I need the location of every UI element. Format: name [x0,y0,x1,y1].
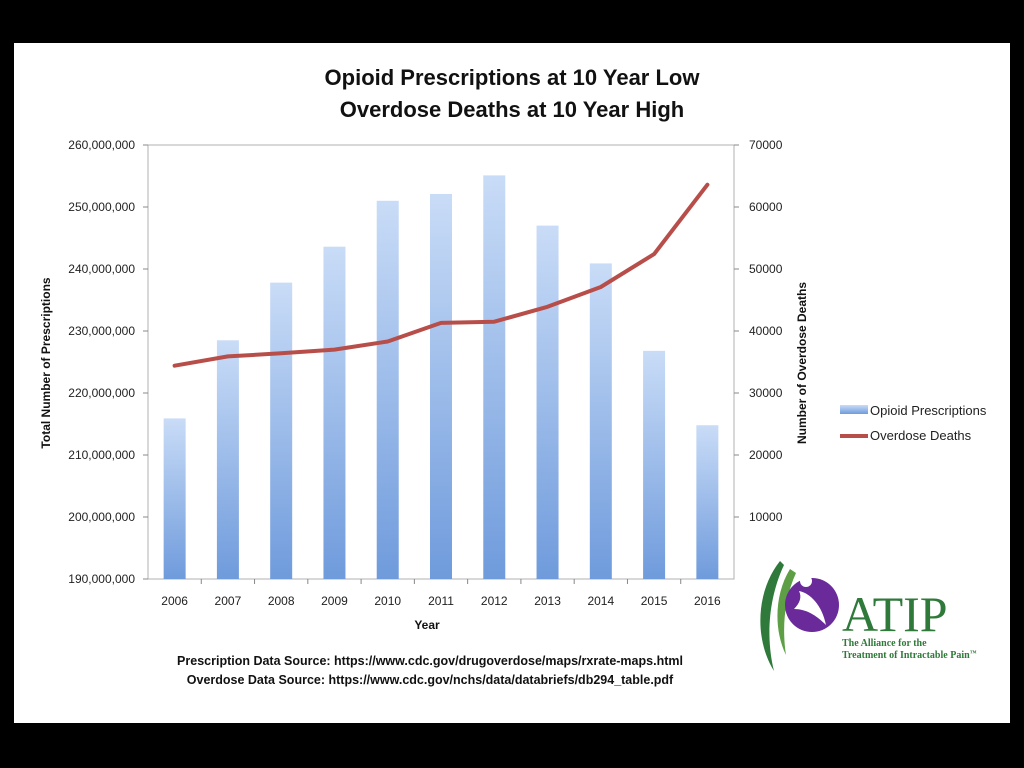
left-tick-label: 200,000,000 [68,510,135,524]
bar-2010 [376,200,399,580]
left-tick-label: 250,000,000 [68,200,135,214]
chart-title-line-2: Overdose Deaths at 10 Year High [340,97,684,122]
bar-2014 [589,263,612,579]
logo-figure-body [794,591,826,625]
x-tick-label-2016: 2016 [694,594,721,608]
right-tick-label: 60000 [749,200,783,214]
x-axis-title: Year [414,618,440,632]
bar-2015 [643,350,666,579]
x-tick-label-2013: 2013 [534,594,561,608]
logo-subtitle-line-2: Treatment of Intractable Pain™ [842,649,977,661]
logo-figure-head [800,575,812,587]
bar-2013 [536,225,559,579]
x-tick-label-2009: 2009 [321,594,348,608]
bar-2016 [696,425,719,579]
left-tick-label: 220,000,000 [68,386,135,400]
x-tick-label-2010: 2010 [374,594,401,608]
logo-leaf-inner [777,569,796,655]
x-axis-ticks: 2006 2007 2008 2009 2010 2011 2012 2013 2014 2015… [161,579,721,608]
legend-label-deaths: Overdose Deaths [870,428,972,443]
logo-subtitle-line-1: The Alliance for the [842,638,927,649]
x-tick-label-2015: 2015 [641,594,668,608]
bar-2011 [430,193,452,580]
bar-2007 [216,340,239,579]
prescription-source: Prescription Data Source: https://www.cd… [177,654,683,668]
chart-title-line-1: Opioid Prescriptions at 10 Year Low [325,65,701,90]
slide: Opioid Prescriptions at 10 Year Low Over… [14,43,1010,723]
bars [163,175,719,580]
atip-logo: ATIP The Alliance for the Treatment of I… [760,561,977,671]
right-axis-ticks: 10000 20000 30000 40000 50000 60000 70000 [734,138,783,524]
x-tick-label-2008: 2008 [268,594,295,608]
legend-swatch-prescriptions [840,405,868,414]
legend: Opioid Prescriptions Overdose Deaths [840,403,987,443]
x-tick-label-2014: 2014 [587,594,614,608]
right-tick-label: 20000 [749,448,783,462]
x-tick-label-2012: 2012 [481,594,508,608]
overdose-source: Overdose Data Source: https://www.cdc.go… [187,673,674,687]
overdose-deaths-line [172,182,710,368]
x-tick-label-2006: 2006 [161,594,188,608]
x-tick-label-2011: 2011 [428,594,454,608]
left-axis-ticks: 190,000,000 200,000,000 210,000,000 220,000… [68,138,148,586]
left-tick-label: 230,000,000 [68,324,135,338]
left-tick-label: 190,000,000 [68,572,135,586]
right-tick-label: 70000 [749,138,783,152]
legend-label-prescriptions: Opioid Prescriptions [870,403,987,418]
left-tick-label: 240,000,000 [68,262,135,276]
right-tick-label: 10000 [749,510,783,524]
y2-axis-title: Number of Overdose Deaths [795,282,809,444]
left-tick-label: 210,000,000 [68,448,135,462]
left-tick-label: 260,000,000 [68,138,135,152]
chart: Opioid Prescriptions at 10 Year Low Over… [39,65,987,687]
x-tick-label-2007: 2007 [215,594,242,608]
right-tick-label: 30000 [749,386,783,400]
bar-2009 [323,246,346,579]
bar-2008 [270,282,293,579]
bar-2006 [163,418,186,579]
bar-2012 [483,175,506,579]
right-tick-label: 40000 [749,324,783,338]
right-tick-label: 50000 [749,262,783,276]
y-axis-title: Total Number of Prescriptions [39,277,53,448]
logo-wordmark: ATIP [842,586,948,642]
logo-leaf-outer [760,561,784,671]
